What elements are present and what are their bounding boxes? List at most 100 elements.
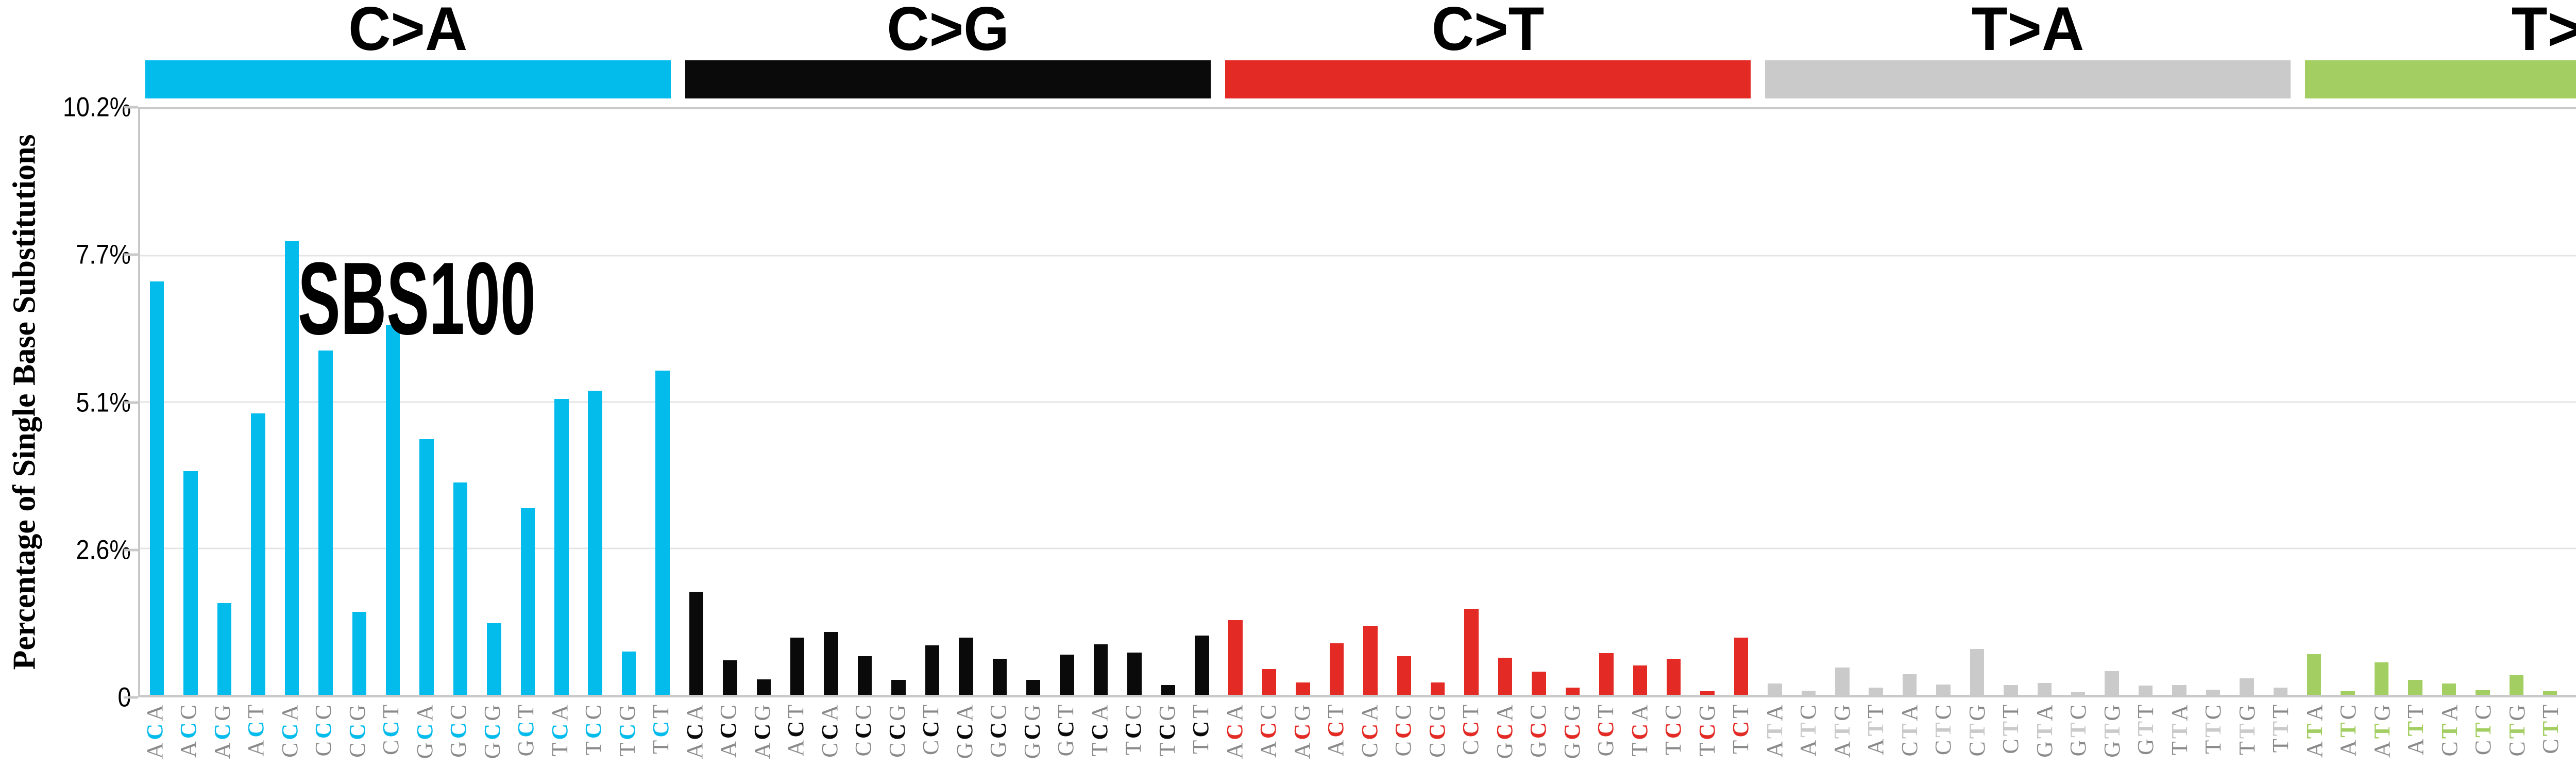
y-tick-mark-0: [124, 696, 138, 699]
trinucleotide-label-C>T-ACA: ACA: [1222, 702, 1247, 759]
base-3prime: G: [1964, 702, 1990, 721]
bar-slot-C>G-GCA: [949, 109, 982, 695]
base-mutated: T: [1829, 721, 1855, 739]
bar-C>A-GCG: [487, 623, 501, 695]
mutation-class-label-cell-C>A: C>A: [138, 0, 678, 60]
bar-C>A-GCA: [419, 439, 434, 695]
base-mutated: C: [1424, 721, 1450, 740]
trinucleotide-label-slot-T>A-ATT: ATT: [1859, 702, 1893, 767]
base-3prime: A: [1222, 702, 1247, 721]
trinucleotide-label-C>T-GCG: GCG: [1560, 702, 1585, 759]
base-mutated: C: [1728, 718, 1754, 738]
base-mutated: T: [1795, 720, 1821, 738]
trinucleotide-label-slot-C>T-CCC: CCC: [1387, 702, 1421, 767]
base-mutated: T: [2301, 721, 2327, 739]
base-5prime: A: [2335, 737, 2361, 757]
y-tick-mark-2.6%: [124, 548, 138, 552]
trinucleotide-label-slot-T>C-ATT: ATT: [2399, 702, 2433, 767]
trinucleotide-label-slot-C>A-GCC: GCC: [442, 702, 476, 767]
base-5prime: C: [2538, 736, 2564, 754]
trinucleotide-label-slot-C>G-TCT: TCT: [1184, 702, 1218, 767]
plot-area: SBS100: [138, 107, 2576, 697]
mutation-class-header-bars-row: [138, 60, 2576, 98]
trinucleotide-label-slot-C>G-CCA: CCA: [813, 702, 847, 767]
y-tick-mark-5.1%: [124, 401, 138, 404]
bar-C>A-ACC: [183, 471, 198, 695]
bar-C>T-CCT: [1464, 608, 1479, 695]
base-mutated: C: [1121, 720, 1146, 739]
base-5prime: A: [1761, 739, 1787, 758]
trinucleotide-label-slot-C>T-GCG: GCG: [1555, 702, 1589, 767]
bar-C>A-CCC: [318, 350, 333, 695]
bar-C>G-CCA: [824, 631, 838, 695]
trinucleotide-label-slot-C>T-ACA: ACA: [1218, 702, 1252, 767]
bar-C>G-ACT: [790, 637, 805, 695]
base-3prime: G: [1694, 702, 1720, 721]
bar-slot-T>C-ATG: [2365, 109, 2398, 695]
bar-C>G-CCG: [891, 680, 906, 695]
mutation-class-label-C>T: C>T: [1431, 0, 1545, 63]
bar-slot-C>G-ACG: [747, 109, 781, 695]
trinucleotide-label-C>T-TCG: TCG: [1694, 702, 1720, 757]
y-tick-label-2.6%: 2.6%: [76, 535, 131, 565]
mutation-class-header-cell-C>T: [1218, 60, 1758, 98]
base-mutated: T: [2133, 718, 2159, 737]
trinucleotide-label-slot-C>G-ACA: ACA: [678, 702, 712, 767]
bar-C>T-CCC: [1397, 656, 1412, 695]
base-mutated: C: [243, 718, 269, 738]
base-5prime: G: [2031, 739, 2057, 758]
bar-slot-C>A-GCA: [410, 109, 443, 695]
base-5prime: T: [1087, 740, 1112, 757]
trinucleotide-label-T>A-ATG: ATG: [1829, 702, 1855, 758]
bar-T>A-TTT: [2273, 687, 2288, 695]
mutation-class-labels-row: C>AC>GC>TT>AT>CT>G: [138, 0, 2576, 63]
trinucleotide-label-slot-T>A-CTC: CTC: [1927, 702, 1961, 767]
trinucleotide-label-slot-T>A-GTC: GTC: [2062, 702, 2096, 767]
base-mutated: C: [1087, 721, 1112, 740]
bar-C>G-GCG: [1026, 680, 1041, 695]
base-5prime: C: [1930, 737, 1956, 756]
bar-slot-C>G-ACC: [713, 109, 747, 695]
bar-T>A-ATG: [1835, 667, 1850, 695]
trinucleotide-label-slot-C>T-ACG: ACG: [1285, 702, 1319, 767]
base-5prime: T: [1121, 739, 1146, 756]
base-mutated: C: [209, 721, 235, 740]
base-3prime: T: [2403, 702, 2429, 719]
bar-C>G-GCC: [992, 658, 1007, 695]
bar-T>C-ATG: [2374, 662, 2389, 695]
y-tick-label-10.2%: 10.2%: [62, 92, 131, 123]
base-3prime: G: [1289, 702, 1315, 721]
trinucleotide-label-C>A-TCT: TCT: [648, 702, 674, 754]
bar-slot-C>G-CCA: [814, 109, 848, 695]
trinucleotide-label-C>G-ACG: ACG: [750, 702, 775, 759]
base-5prime: C: [1458, 737, 1484, 756]
base-mutated: C: [378, 718, 404, 738]
trinucleotide-label-T>A-GTC: GTC: [2065, 702, 2091, 757]
base-3prime: G: [2504, 702, 2530, 721]
bar-T>A-ATC: [1801, 691, 1816, 695]
bar-C>G-GCA: [959, 637, 973, 695]
trinucleotide-label-C>T-GCC: GCC: [1526, 702, 1551, 758]
bar-C>A-ACG: [217, 603, 232, 695]
trinucleotide-label-T>A-CTC: CTC: [1930, 702, 1956, 756]
trinucleotide-label-C>T-TCA: TCA: [1627, 702, 1652, 756]
trinucleotide-label-C>A-ACT: ACT: [243, 702, 269, 756]
base-mutated: C: [952, 721, 977, 740]
base-3prime: A: [1492, 702, 1517, 721]
base-3prime: T: [1053, 702, 1079, 719]
base-5prime: G: [446, 739, 471, 758]
trinucleotide-label-slot-C>G-GCA: GCA: [948, 702, 982, 767]
trinucleotide-label-C>T-GCA: GCA: [1492, 702, 1517, 759]
bar-slot-T>A-ATG: [1825, 109, 1859, 695]
base-3prime: T: [648, 702, 674, 719]
trinucleotide-label-slot-C>G-CCC: CCC: [847, 702, 881, 767]
base-5prime: C: [311, 739, 336, 757]
base-5prime: T: [1694, 740, 1720, 757]
base-5prime: C: [851, 739, 876, 757]
base-5prime: A: [209, 740, 235, 759]
base-5prime: A: [1323, 737, 1349, 757]
base-mutated: C: [783, 718, 809, 738]
trinucleotide-label-C>G-GCT: GCT: [1053, 702, 1079, 756]
base-3prime: A: [1087, 702, 1112, 721]
trinucleotide-label-C>A-ACG: ACG: [209, 702, 235, 759]
